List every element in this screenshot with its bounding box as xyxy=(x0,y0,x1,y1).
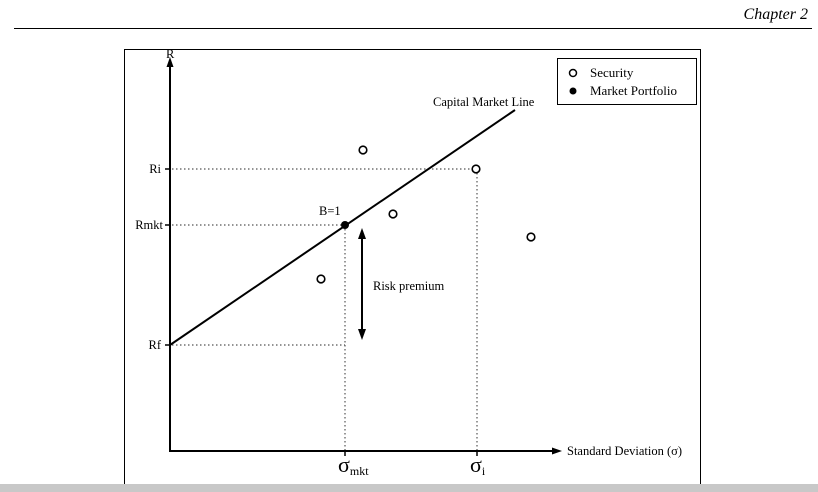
security-point xyxy=(316,274,326,284)
legend-security-row: Security xyxy=(568,65,633,81)
market-beta-label: B=1 xyxy=(319,204,341,218)
viewer-bottom-bar xyxy=(0,484,818,492)
security-point xyxy=(471,164,481,174)
sigma-i-label: σi xyxy=(470,452,486,478)
legend-market-label: Market Portfolio xyxy=(590,83,678,98)
legend-security-label: Security xyxy=(590,65,634,80)
legend-market-row: Market Portfolio xyxy=(568,83,677,99)
y-axis-arrowhead xyxy=(166,57,174,67)
header-rule xyxy=(14,28,812,29)
sigma-mkt-label: σmkt xyxy=(338,452,369,478)
figure-frame xyxy=(124,49,701,489)
capital-market-line-label: Capital Market Line xyxy=(433,95,535,109)
x-axis-label: Standard Deviation (σ) xyxy=(567,444,682,458)
filled-circle-icon xyxy=(568,83,590,99)
open-circle-icon xyxy=(568,65,590,81)
rf-label: Rf xyxy=(149,338,162,352)
chapter-header: Chapter 2 xyxy=(743,6,808,23)
ri-label: Ri xyxy=(149,162,161,176)
x-axis-arrowhead xyxy=(552,447,562,455)
y-axis-label: R xyxy=(166,47,175,61)
rmkt-label: Rmkt xyxy=(135,218,163,232)
risk-premium-arrowhead-up xyxy=(358,228,366,239)
security-point xyxy=(358,145,368,155)
risk-premium-label: Risk premium xyxy=(373,279,444,293)
security-point xyxy=(388,209,398,219)
security-point xyxy=(526,232,536,242)
legend: Security Market Portfolio xyxy=(557,58,697,105)
risk-premium-arrowhead-down xyxy=(358,329,366,340)
market-portfolio-point xyxy=(341,221,349,229)
